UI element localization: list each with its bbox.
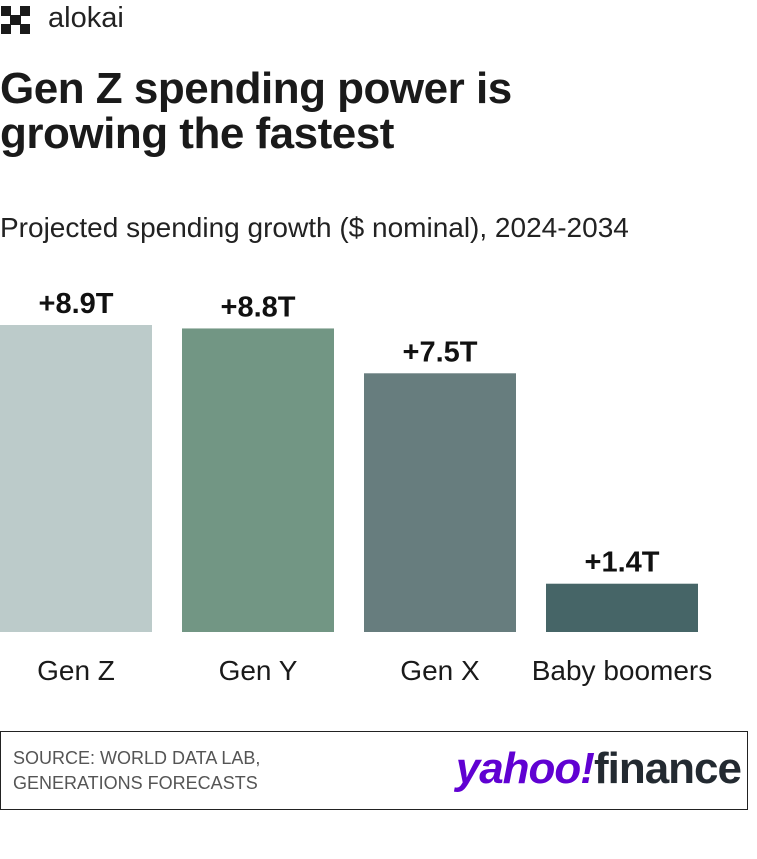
source: SOURCE: WORLD DATA LAB, GENERATIONS FORE… [13, 748, 261, 793]
bar [0, 325, 152, 632]
value-label: +7.5T [403, 336, 478, 368]
x-tick-label: Gen X [400, 655, 480, 686]
brand: alokai [48, 2, 124, 34]
x-tick-label: Baby boomers [532, 655, 713, 686]
x-tick-label: Gen Z [37, 655, 115, 686]
footer: SOURCE: WORLD DATA LAB, GENERATIONS FORE… [0, 731, 748, 810]
chart-subtitle: Projected spending growth ($ nominal), 2… [0, 212, 629, 243]
logo-finance: finance [593, 744, 742, 793]
brand-icon [1, 6, 30, 34]
value-label: +8.8T [221, 291, 296, 323]
x-tick-label: Gen Y [219, 655, 298, 686]
bar [546, 583, 698, 632]
chart-title: Gen Z spending power is growing the fast… [0, 64, 512, 158]
chart: +8.9T Gen Z +8.8T Gen Y +7.5T Gen X +1.4T Baby … [0, 288, 713, 686]
bar [364, 373, 516, 632]
logo: yahoo!finance [455, 744, 742, 794]
logo-yahoo: yahoo! [455, 744, 595, 793]
value-label: +1.4T [585, 547, 660, 579]
bar [182, 328, 334, 632]
value-label: +8.9T [39, 288, 114, 320]
